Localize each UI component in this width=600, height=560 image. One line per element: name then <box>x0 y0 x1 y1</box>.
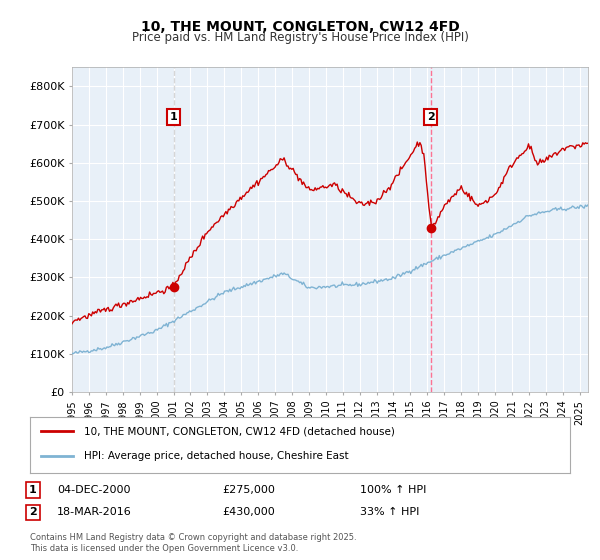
Text: Contains HM Land Registry data © Crown copyright and database right 2025.
This d: Contains HM Land Registry data © Crown c… <box>30 534 356 553</box>
Text: 04-DEC-2000: 04-DEC-2000 <box>57 485 131 495</box>
Text: 100% ↑ HPI: 100% ↑ HPI <box>360 485 427 495</box>
Text: 18-MAR-2016: 18-MAR-2016 <box>57 507 132 517</box>
Text: Price paid vs. HM Land Registry's House Price Index (HPI): Price paid vs. HM Land Registry's House … <box>131 31 469 44</box>
Text: 10, THE MOUNT, CONGLETON, CW12 4FD: 10, THE MOUNT, CONGLETON, CW12 4FD <box>140 20 460 34</box>
Text: 2: 2 <box>29 507 37 517</box>
Text: HPI: Average price, detached house, Cheshire East: HPI: Average price, detached house, Ches… <box>84 451 349 461</box>
Text: 2: 2 <box>427 112 435 122</box>
Text: 1: 1 <box>170 112 178 122</box>
Text: £275,000: £275,000 <box>222 485 275 495</box>
Text: 1: 1 <box>29 485 37 495</box>
Text: 10, THE MOUNT, CONGLETON, CW12 4FD (detached house): 10, THE MOUNT, CONGLETON, CW12 4FD (deta… <box>84 426 395 436</box>
Text: 33% ↑ HPI: 33% ↑ HPI <box>360 507 419 517</box>
Text: £430,000: £430,000 <box>222 507 275 517</box>
